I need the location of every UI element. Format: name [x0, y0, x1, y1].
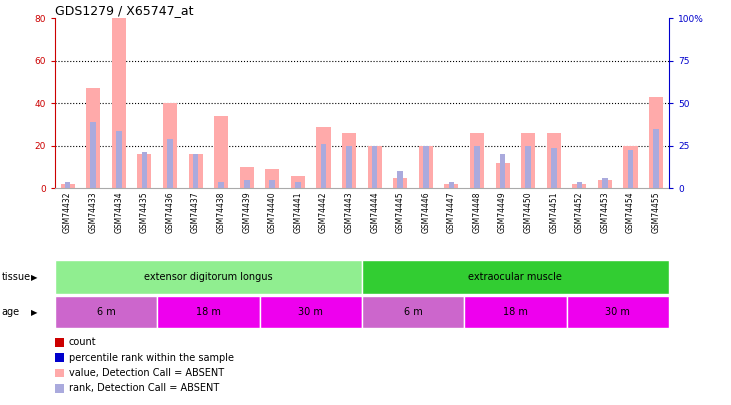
- Bar: [91, 122, 96, 188]
- Text: 6 m: 6 m: [404, 307, 423, 317]
- Text: GSM74447: GSM74447: [447, 192, 456, 233]
- Text: GSM74438: GSM74438: [216, 192, 226, 233]
- Bar: [346, 146, 352, 188]
- Text: GSM74433: GSM74433: [88, 192, 98, 233]
- Bar: [628, 150, 633, 188]
- Bar: [193, 154, 198, 188]
- Text: 6 m: 6 m: [96, 307, 115, 317]
- Bar: [167, 139, 173, 188]
- Bar: [496, 163, 510, 188]
- Text: GSM74432: GSM74432: [63, 192, 72, 233]
- Bar: [372, 146, 377, 188]
- Text: GSM74454: GSM74454: [626, 192, 635, 233]
- Bar: [157, 296, 260, 328]
- Bar: [295, 182, 300, 188]
- Bar: [464, 296, 567, 328]
- Text: GSM74444: GSM74444: [370, 192, 379, 233]
- Bar: [602, 178, 607, 188]
- Text: extensor digitorum longus: extensor digitorum longus: [144, 272, 273, 282]
- Bar: [368, 146, 382, 188]
- Text: 30 m: 30 m: [298, 307, 323, 317]
- Bar: [474, 146, 480, 188]
- Bar: [142, 152, 147, 188]
- Text: GSM74439: GSM74439: [242, 192, 251, 233]
- Bar: [86, 88, 100, 188]
- Bar: [572, 184, 586, 188]
- Bar: [423, 146, 428, 188]
- Bar: [137, 154, 151, 188]
- Text: GSM74448: GSM74448: [472, 192, 482, 233]
- Text: tissue: tissue: [1, 272, 31, 282]
- Bar: [362, 260, 669, 294]
- Text: GSM74437: GSM74437: [191, 192, 200, 233]
- Bar: [444, 184, 458, 188]
- Bar: [654, 129, 659, 188]
- Bar: [551, 148, 556, 188]
- Bar: [116, 131, 121, 188]
- Text: 30 m: 30 m: [605, 307, 630, 317]
- Text: count: count: [69, 337, 96, 347]
- Bar: [526, 146, 531, 188]
- Bar: [567, 296, 669, 328]
- Bar: [270, 180, 275, 188]
- Bar: [219, 182, 224, 188]
- Text: GSM74449: GSM74449: [498, 192, 507, 233]
- Text: GSM74442: GSM74442: [319, 192, 328, 233]
- Text: age: age: [1, 307, 20, 317]
- Text: GSM74452: GSM74452: [575, 192, 584, 233]
- Text: GSM74453: GSM74453: [600, 192, 610, 233]
- Bar: [342, 133, 356, 188]
- Bar: [244, 180, 249, 188]
- Text: GSM74443: GSM74443: [344, 192, 354, 233]
- Bar: [112, 18, 126, 188]
- Bar: [649, 97, 663, 188]
- Bar: [577, 182, 582, 188]
- Bar: [65, 182, 70, 188]
- Text: 18 m: 18 m: [503, 307, 528, 317]
- Text: GDS1279 / X65747_at: GDS1279 / X65747_at: [55, 4, 193, 17]
- Bar: [163, 103, 177, 188]
- Bar: [393, 178, 407, 188]
- Text: GSM74446: GSM74446: [421, 192, 431, 233]
- Bar: [624, 146, 637, 188]
- Bar: [317, 127, 330, 188]
- Bar: [547, 133, 561, 188]
- Bar: [321, 144, 326, 188]
- Text: 18 m: 18 m: [196, 307, 221, 317]
- Text: GSM74436: GSM74436: [165, 192, 175, 233]
- Text: GSM74445: GSM74445: [395, 192, 405, 233]
- Bar: [189, 154, 202, 188]
- Text: ▶: ▶: [31, 273, 37, 281]
- Bar: [521, 133, 535, 188]
- Bar: [449, 182, 454, 188]
- Bar: [240, 167, 254, 188]
- Bar: [55, 296, 157, 328]
- Bar: [419, 146, 433, 188]
- Bar: [291, 176, 305, 188]
- Bar: [362, 296, 464, 328]
- Text: rank, Detection Call = ABSENT: rank, Detection Call = ABSENT: [69, 384, 219, 393]
- Bar: [398, 171, 403, 188]
- Bar: [55, 260, 362, 294]
- Text: GSM74451: GSM74451: [549, 192, 558, 233]
- Bar: [598, 180, 612, 188]
- Text: value, Detection Call = ABSENT: value, Detection Call = ABSENT: [69, 368, 224, 378]
- Bar: [260, 296, 362, 328]
- Text: ▶: ▶: [31, 308, 37, 317]
- Bar: [61, 184, 75, 188]
- Text: GSM74455: GSM74455: [651, 192, 661, 233]
- Text: extraocular muscle: extraocular muscle: [469, 272, 562, 282]
- Text: GSM74434: GSM74434: [114, 192, 124, 233]
- Bar: [214, 116, 228, 188]
- Text: percentile rank within the sample: percentile rank within the sample: [69, 353, 234, 362]
- Bar: [470, 133, 484, 188]
- Text: GSM74440: GSM74440: [268, 192, 277, 233]
- Text: GSM74441: GSM74441: [293, 192, 303, 233]
- Bar: [500, 154, 505, 188]
- Bar: [265, 169, 279, 188]
- Text: GSM74450: GSM74450: [523, 192, 533, 233]
- Text: GSM74435: GSM74435: [140, 192, 149, 233]
